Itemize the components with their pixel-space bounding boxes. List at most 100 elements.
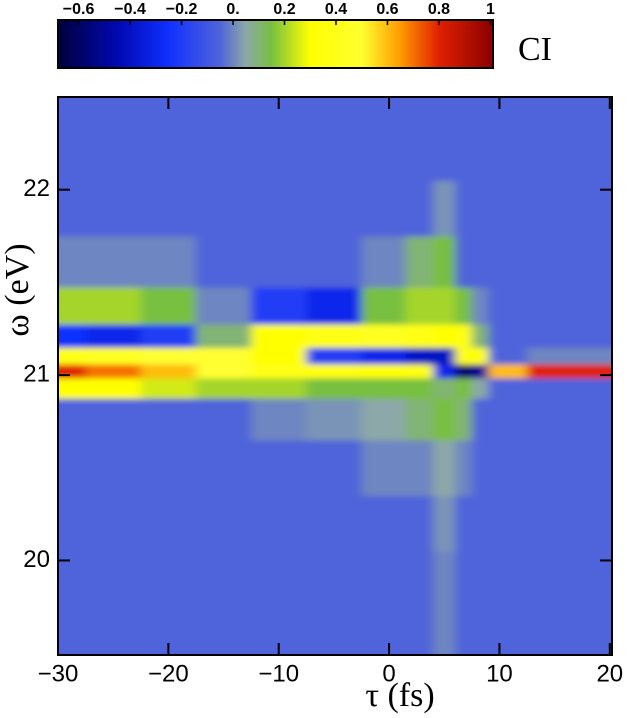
- heatmap-cell: [306, 495, 362, 552]
- heatmap-cell: [527, 398, 583, 441]
- heatmap-cell: [85, 129, 142, 181]
- heatmap-cell: [85, 236, 142, 288]
- colorbar-tick-label: 0.8: [428, 1, 450, 18]
- heatmap-cell: [405, 236, 434, 288]
- heatmap-cell: [405, 324, 434, 348]
- heatmap-cell: [195, 398, 252, 441]
- heatmap-cell: [488, 495, 528, 552]
- heatmap-cell: [433, 324, 456, 348]
- heatmap-cell: [251, 377, 307, 399]
- y-axis-label: ω (eV): [0, 243, 36, 336]
- heatmap-cell: [85, 287, 142, 325]
- heatmap-cell: [527, 551, 583, 608]
- colorbar-tick-label: 0.6: [376, 1, 398, 18]
- heatmap-cell: [471, 495, 489, 552]
- heatmap-cell: [140, 377, 197, 399]
- heatmap-cell: [471, 236, 489, 288]
- y-tick-label: 20: [23, 546, 50, 573]
- heatmap-cell: [251, 495, 307, 552]
- heatmap-cell: [433, 287, 456, 325]
- heatmap-cell: [582, 439, 612, 497]
- heatmap-cell: [582, 347, 612, 365]
- heatmap-cell: [85, 398, 142, 441]
- heatmap-cell: [195, 551, 252, 608]
- heatmap-cell: [306, 347, 362, 365]
- heatmap-cells: [58, 97, 612, 655]
- heatmap-cell: [582, 377, 612, 399]
- heatmap-cell: [455, 398, 473, 441]
- heatmap-cell: [527, 347, 583, 365]
- heatmap-cell: [527, 439, 583, 497]
- heatmap-cell: [405, 439, 434, 497]
- heatmap-cell: [306, 97, 362, 130]
- heatmap-cell: [140, 551, 197, 608]
- heatmap-cell: [455, 287, 473, 325]
- heatmap-cell: [306, 551, 362, 608]
- heatmap-cell: [582, 363, 612, 379]
- heatmap-cell: [433, 180, 456, 237]
- heatmap-cell: [433, 129, 456, 181]
- heatmap-cell: [361, 97, 407, 130]
- heatmap-cell: [361, 324, 407, 348]
- heatmap-cell: [306, 439, 362, 497]
- heatmap-cell: [471, 551, 489, 608]
- y-tick-label: 21: [23, 360, 50, 387]
- heatmap-cell: [433, 439, 456, 497]
- heatmap-cell: [195, 606, 252, 655]
- heatmap-cell: [405, 363, 434, 379]
- heatmap-cell: [85, 551, 142, 608]
- heatmap-cell: [58, 97, 87, 130]
- heatmap-cell: [488, 551, 528, 608]
- colorbar-tick-label: −0.2: [166, 1, 198, 18]
- heatmap-cell: [488, 398, 528, 441]
- heatmap-cell: [306, 324, 362, 348]
- heatmap-cell: [455, 180, 473, 237]
- heatmap-cell: [455, 551, 473, 608]
- heatmap-cell: [58, 287, 87, 325]
- heatmap-cell: [488, 439, 528, 497]
- heatmap-cell: [488, 377, 528, 399]
- heatmap-cell: [85, 606, 142, 655]
- x-tick-label: −20: [148, 660, 189, 687]
- heatmap-cell: [455, 439, 473, 497]
- heatmap-cell: [195, 439, 252, 497]
- heatmap-cell: [527, 97, 583, 130]
- colorbar-tick-label: 0.: [226, 1, 239, 18]
- heatmap-cell: [306, 606, 362, 655]
- heatmap-cell: [306, 180, 362, 237]
- heatmap-cell: [405, 347, 434, 365]
- heatmap-cell: [471, 324, 489, 348]
- heatmap-cell: [195, 180, 252, 237]
- heatmap-cell: [433, 551, 456, 608]
- colorbar-tick-label: 1: [486, 1, 495, 18]
- heatmap-cell: [488, 236, 528, 288]
- heatmap-cell: [195, 236, 252, 288]
- heatmap-cell: [527, 324, 583, 348]
- heatmap-cell: [455, 347, 473, 365]
- heatmap-cell: [455, 324, 473, 348]
- heatmap-cell: [582, 495, 612, 552]
- heatmap-cell: [527, 287, 583, 325]
- heatmap-cell: [582, 129, 612, 181]
- heatmap-cell: [251, 236, 307, 288]
- heatmap-cell: [582, 606, 612, 655]
- heatmap-cell: [582, 324, 612, 348]
- heatmap-cell: [471, 129, 489, 181]
- heatmap-cell: [58, 495, 87, 552]
- heatmap-cell: [140, 287, 197, 325]
- heatmap-cell: [85, 363, 142, 379]
- heatmap-cell: [85, 495, 142, 552]
- heatmap-cell: [140, 129, 197, 181]
- x-tick-label: −30: [38, 660, 79, 687]
- heatmap-cell: [58, 129, 87, 181]
- heatmap-cell: [471, 363, 489, 379]
- heatmap-cell: [361, 129, 407, 181]
- heatmap-cell: [455, 495, 473, 552]
- heatmap-cell: [433, 363, 456, 379]
- heatmap-cell: [251, 287, 307, 325]
- heatmap-cell: [58, 347, 87, 365]
- heatmap-cell: [488, 287, 528, 325]
- heatmap-cell: [195, 97, 252, 130]
- heatmap-cell: [251, 551, 307, 608]
- heatmap-cell: [488, 97, 528, 130]
